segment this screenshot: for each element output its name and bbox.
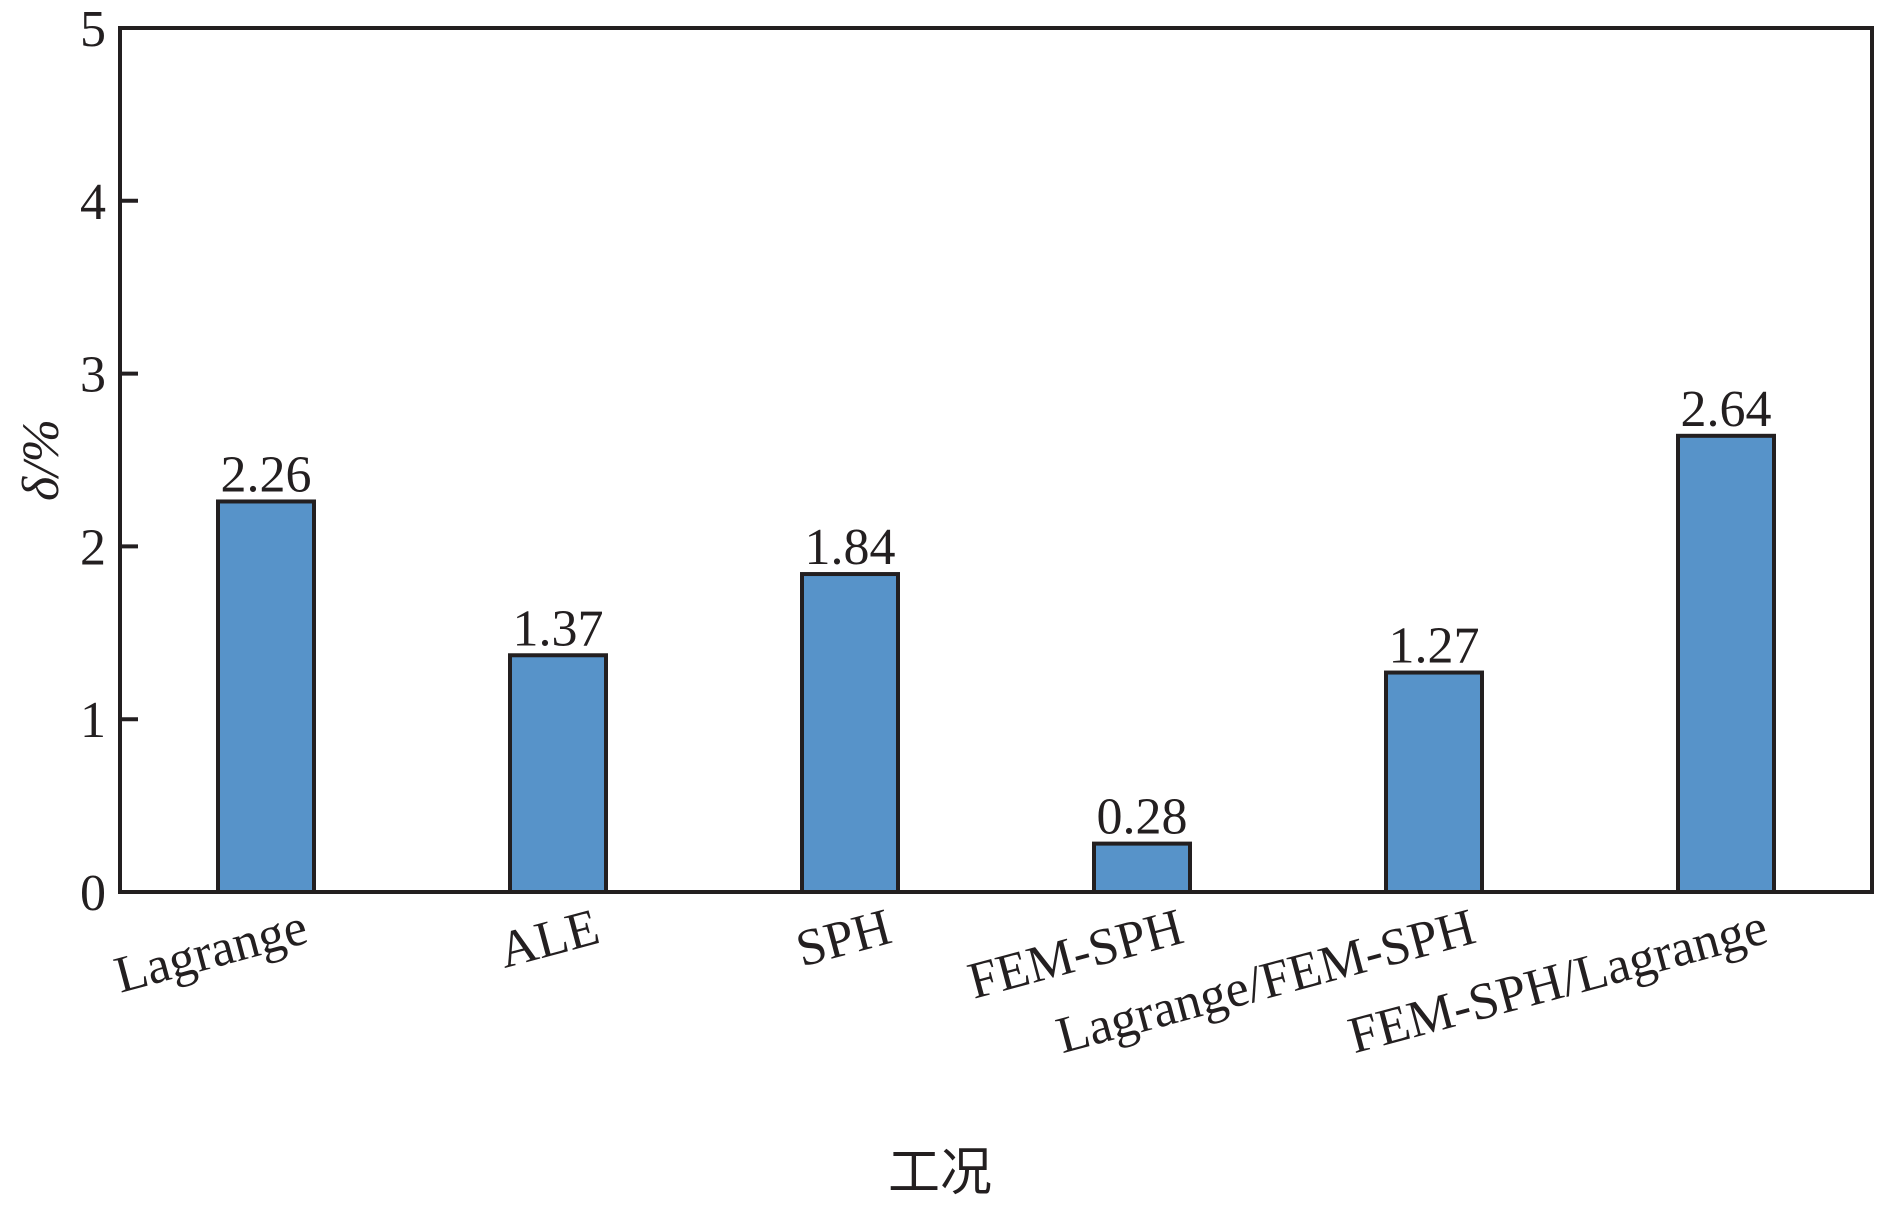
data-label-1: 1.37 bbox=[513, 600, 604, 657]
bar-3 bbox=[1092, 841, 1192, 895]
y-tick-label-4: 4 bbox=[80, 174, 106, 231]
plot-frame bbox=[118, 26, 1874, 894]
x-axis-title: 工况 bbox=[888, 1145, 992, 1202]
data-label-4: 1.27 bbox=[1389, 618, 1480, 675]
y-ticks-layer: 0 1 2 3 4 5 bbox=[80, 1, 138, 922]
x-category-label-2: SPH bbox=[790, 899, 897, 979]
bar-1 bbox=[508, 653, 608, 894]
bar-2 bbox=[800, 572, 900, 894]
data-label-0: 2.26 bbox=[221, 446, 312, 503]
y-tick-label-2: 2 bbox=[80, 519, 106, 576]
data-label-5: 2.64 bbox=[1681, 381, 1772, 438]
data-label-3: 0.28 bbox=[1097, 789, 1188, 846]
bar-0 bbox=[216, 499, 316, 894]
y-axis-title: δ/% bbox=[13, 419, 70, 501]
bars-layer: 2.26 1.37 1.84 0.28 1.27 2.64 bbox=[216, 381, 1776, 895]
x-category-labels: Lagrange ALE SPH FEM-SPHLagrange/FEM-SPHFEM… bbox=[109, 899, 1773, 1065]
x-category-label-0: Lagrange bbox=[109, 899, 313, 1005]
x-category-label-1: ALE bbox=[493, 899, 605, 980]
y-tick-label-5: 5 bbox=[80, 1, 106, 58]
y-tick-label-0: 0 bbox=[80, 865, 106, 922]
bar-5 bbox=[1676, 433, 1776, 894]
bar-4 bbox=[1384, 670, 1484, 894]
data-label-2: 1.84 bbox=[805, 519, 896, 576]
y-tick-label-1: 1 bbox=[80, 692, 106, 749]
y-tick-label-3: 3 bbox=[80, 347, 106, 404]
